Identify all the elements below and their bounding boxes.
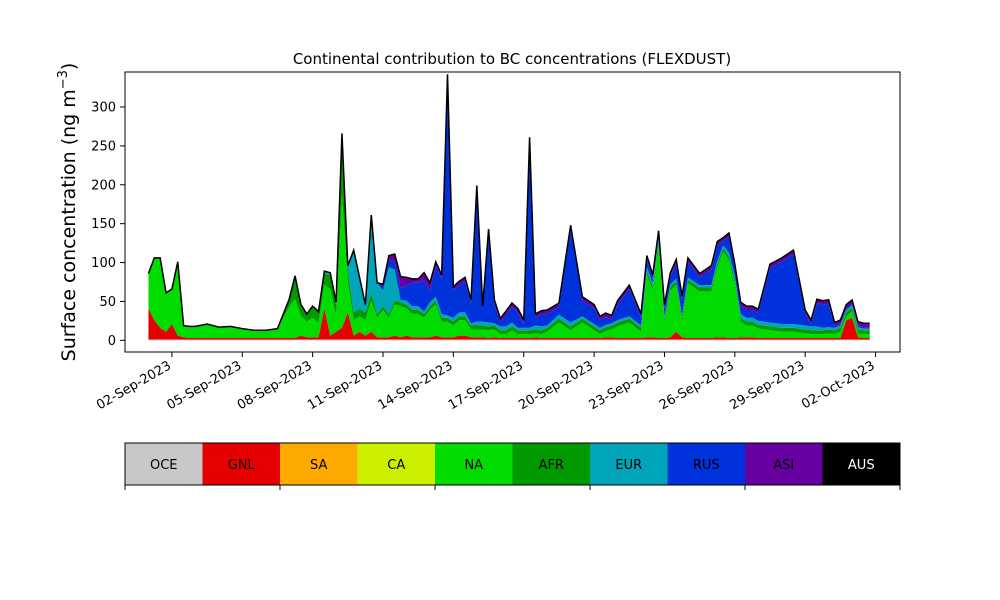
x-tick-label-7: 23-Sep-2023	[587, 358, 667, 413]
x-tick-label-3: 11-Sep-2023	[305, 358, 385, 413]
y-axis-label-main: Surface concentration (ng m	[58, 89, 80, 361]
legend-label-afr: AFR	[539, 458, 564, 473]
y-tick-label-250: 250	[91, 139, 116, 154]
legend-frame	[124, 442, 901, 486]
stacked-areas	[148, 74, 870, 341]
legend-label-ca: CA	[387, 458, 405, 473]
chart-title: Continental contribution to BC concentra…	[293, 50, 731, 68]
plot-frame	[124, 71, 901, 353]
total-line	[147, 74, 870, 331]
x-tick-label-1: 05-Sep-2023	[164, 358, 244, 413]
area-series-aus	[148, 74, 870, 331]
x-tick-label-8: 26-Sep-2023	[657, 358, 737, 413]
y-tick-label-200: 200	[91, 178, 116, 193]
legend-swatch-eur	[590, 443, 668, 485]
legend-label-eur: EUR	[615, 458, 642, 473]
legend-label-aus: AUS	[848, 458, 875, 473]
y-axis-label: Surface concentration (ng m−3)	[56, 63, 80, 362]
y-tick-label-150: 150	[91, 217, 116, 232]
x-tick-label-10: 02-Oct-2023	[799, 358, 877, 412]
x-tick-label-9: 29-Sep-2023	[727, 358, 807, 413]
x-tick-label-5: 17-Sep-2023	[446, 358, 526, 413]
y-axis: 0 50 100 150 200 250 300	[91, 101, 125, 349]
y-axis-label-exponent: −3	[56, 70, 71, 89]
legend-swatch-na	[435, 443, 513, 485]
area-series-na	[148, 195, 870, 338]
legend-label-na: NA	[464, 458, 483, 473]
legend-swatch-gnl	[202, 443, 281, 485]
legend-swatch-afr	[512, 443, 591, 485]
legend-label-rus: RUS	[693, 458, 720, 473]
legend-swatch-rus	[667, 443, 746, 485]
legend-swatch-ca	[357, 443, 436, 485]
x-axis: 02-Sep-202305-Sep-202308-Sep-202311-Sep-…	[94, 352, 878, 413]
area-series-oce	[148, 339, 870, 341]
legend-label-oce: OCE	[150, 458, 178, 473]
y-tick-label-300: 300	[91, 101, 116, 116]
area-series-afr	[148, 141, 870, 335]
total-line-group	[147, 74, 870, 331]
legend-swatch-oce	[125, 443, 203, 485]
legend-colorbar: OCE GNL SA CA NA AFR EUR RUS ASI AUS	[124, 442, 901, 490]
area-series-rus	[148, 82, 870, 331]
legend-swatch-sa	[280, 443, 358, 485]
y-tick-label-0: 0	[108, 334, 116, 349]
legend-swatch-aus	[822, 443, 901, 485]
legend-label-sa: SA	[310, 458, 327, 473]
area-series-gnl	[148, 308, 870, 340]
x-tick-label-0: 02-Sep-2023	[94, 358, 174, 413]
x-tick-label-4: 14-Sep-2023	[376, 358, 456, 413]
y-tick-label-100: 100	[91, 256, 116, 271]
legend-swatch-asi	[745, 443, 823, 485]
legend-label-gnl: GNL	[228, 458, 256, 473]
y-tick-label-50: 50	[99, 295, 116, 310]
x-tick-label-6: 20-Sep-2023	[516, 358, 596, 413]
legend-label-asi: ASI	[773, 458, 794, 473]
y-axis-label-close: )	[58, 63, 80, 70]
x-tick-label-2: 08-Sep-2023	[235, 358, 315, 413]
area-series-asi	[148, 74, 870, 331]
